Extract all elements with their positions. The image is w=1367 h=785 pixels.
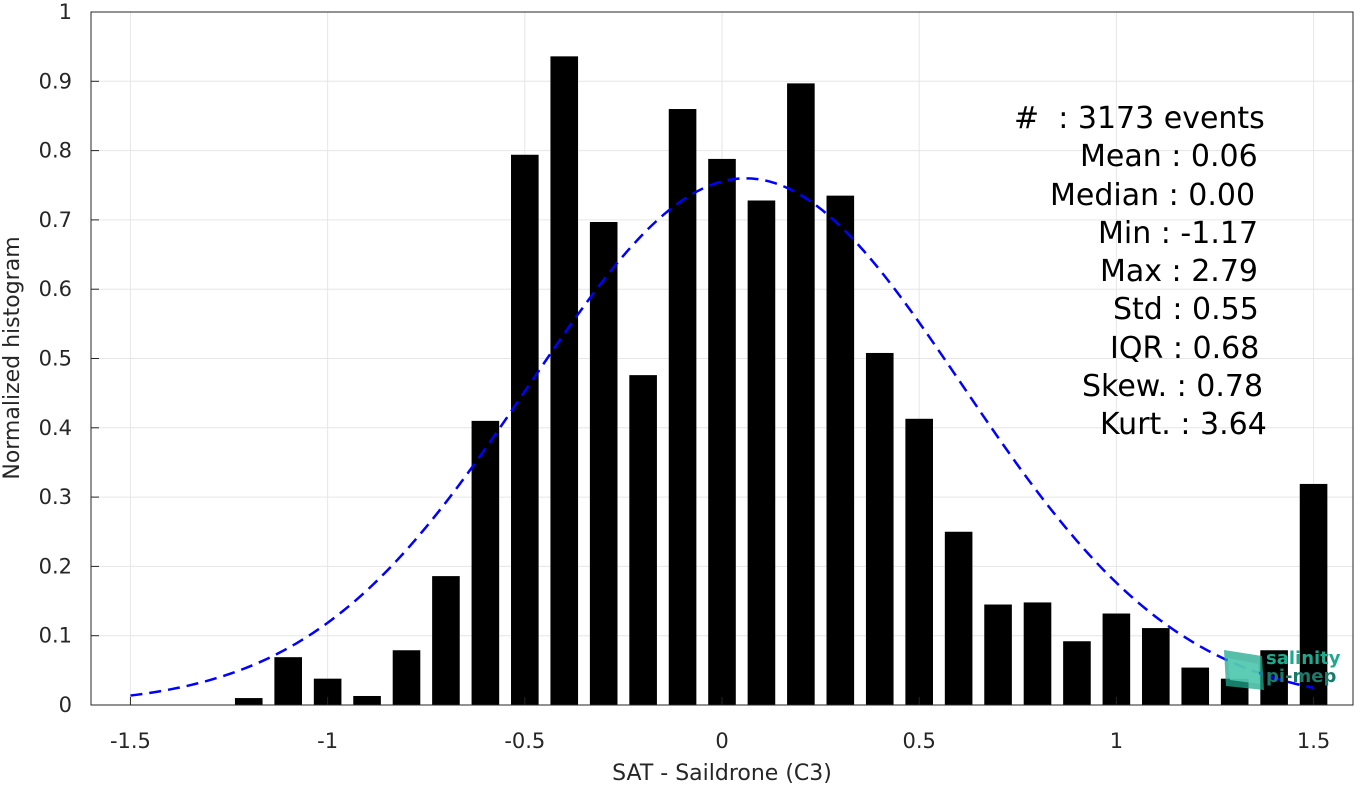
stat-mean: Mean : 0.06 bbox=[1080, 139, 1258, 175]
stat-min: Min : -1.17 bbox=[1098, 215, 1259, 251]
histogram-bar bbox=[1142, 628, 1170, 705]
x-tick-label: 1 bbox=[1110, 729, 1123, 753]
x-tick-label: 0 bbox=[715, 729, 728, 753]
y-tick-label: 0.7 bbox=[39, 208, 72, 232]
x-tick-label: 0.5 bbox=[902, 729, 935, 753]
stat-max: Max : 2.79 bbox=[1100, 254, 1258, 290]
histogram-bar bbox=[550, 56, 579, 706]
salinity-pimep-logo: salinity pi-mep bbox=[1222, 646, 1350, 692]
stat-iqr: IQR : 0.68 bbox=[1110, 330, 1260, 366]
histogram-bar bbox=[1299, 483, 1328, 705]
y-tick-label: 0.4 bbox=[39, 416, 72, 440]
x-axis-ticks: -1.5 -1 -0.5 0 0.5 1 1.5 bbox=[110, 697, 1330, 753]
y-tick-label: 1 bbox=[59, 0, 72, 24]
histogram-bar bbox=[1181, 667, 1210, 705]
y-tick-label: 0.9 bbox=[39, 69, 72, 93]
histogram-bar bbox=[905, 418, 933, 705]
x-tick-label: 1.5 bbox=[1297, 729, 1330, 753]
statistics-annotation: # : 3173 events Mean : 0.06 Median : 0.0… bbox=[960, 100, 1320, 445]
histogram-bars bbox=[234, 56, 1328, 706]
x-tick-label: -0.5 bbox=[504, 729, 545, 753]
histogram-bar bbox=[787, 83, 815, 705]
histogram-bar bbox=[471, 420, 500, 705]
histogram-bar bbox=[511, 154, 539, 705]
histogram-bar bbox=[1023, 602, 1052, 705]
histogram-bar bbox=[1063, 641, 1091, 705]
y-tick-label: 0.6 bbox=[39, 277, 72, 301]
y-axis-label: Normalized histogram bbox=[0, 236, 25, 479]
logo-text-salinity: salinity bbox=[1266, 648, 1341, 669]
stat-median: Median : 0.00 bbox=[1050, 177, 1256, 213]
histogram-bar bbox=[984, 604, 1012, 705]
y-tick-label: 0.1 bbox=[39, 624, 72, 648]
stat-kurt: Kurt. : 3.64 bbox=[1100, 407, 1267, 443]
logo-text-pimep: pi-mep bbox=[1266, 666, 1337, 687]
x-axis-label: SAT - Saildrone (C3) bbox=[612, 761, 832, 785]
stat-skew: Skew. : 0.78 bbox=[1082, 369, 1264, 405]
y-tick-label: 0.8 bbox=[39, 139, 72, 163]
normal-fit-curve bbox=[130, 177, 1314, 697]
histogram-bar bbox=[274, 657, 302, 705]
histogram-bar bbox=[944, 531, 973, 705]
histogram-bar bbox=[747, 200, 776, 705]
y-tick-label: 0.3 bbox=[39, 485, 72, 509]
histogram-bar bbox=[708, 158, 736, 705]
y-tick-label: 0 bbox=[59, 693, 72, 717]
x-tick-label: -1.5 bbox=[110, 729, 151, 753]
histogram-bar bbox=[432, 576, 460, 705]
histogram-bar bbox=[589, 221, 618, 705]
histogram-bar bbox=[668, 109, 697, 705]
histogram-bar bbox=[353, 695, 381, 705]
y-axis-ticks: 0 0.1 0.2 0.3 0.4 0.5 0.6 0.7 0.8 0.9 1 bbox=[39, 0, 99, 717]
histogram-bar bbox=[392, 650, 421, 705]
y-tick-label: 0.2 bbox=[39, 554, 72, 578]
histogram-bar bbox=[234, 698, 263, 705]
stat-std: Std : 0.55 bbox=[1113, 292, 1259, 328]
histogram-bar bbox=[1102, 613, 1131, 705]
y-tick-label: 0.5 bbox=[39, 347, 72, 371]
x-tick-label: -1 bbox=[317, 729, 338, 753]
histogram-bar bbox=[865, 352, 894, 705]
stat-count: # : 3173 events bbox=[1014, 101, 1265, 136]
histogram-bar bbox=[826, 195, 855, 705]
histogram-bar bbox=[629, 375, 657, 705]
fit-curve-line bbox=[130, 177, 1314, 697]
wave-icon bbox=[1224, 650, 1264, 690]
